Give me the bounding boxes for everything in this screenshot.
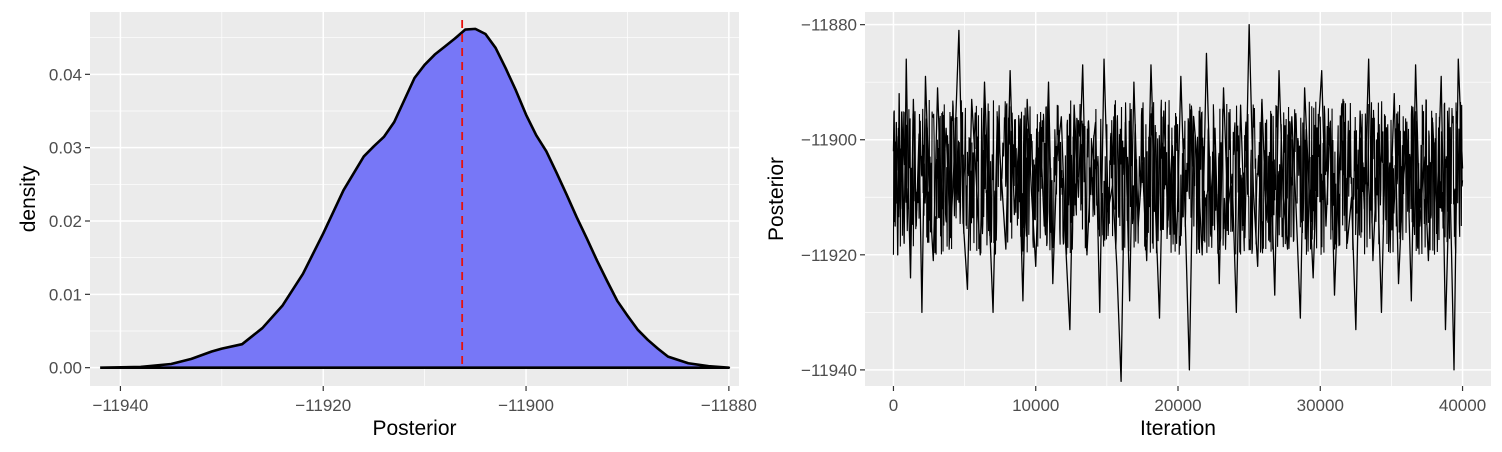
- x-tick-label: −11880: [701, 396, 757, 415]
- x-tick-label: −11900: [498, 396, 554, 415]
- trace-x-axis-title: Iteration: [1140, 417, 1216, 440]
- y-tick-label: −11920: [801, 246, 857, 265]
- y-tick-label: 0.03: [49, 139, 82, 158]
- x-tick-label: 30000: [1297, 396, 1344, 415]
- x-tick-label: −11940: [92, 396, 148, 415]
- y-tick-label: 0.04: [49, 65, 82, 84]
- y-tick-label: −11900: [801, 131, 857, 150]
- x-tick-label: 40000: [1439, 396, 1486, 415]
- y-tick-label: 0.02: [49, 212, 82, 231]
- density-chart: −11940 −11920 −11900 −11880 0.000.010.020.0…: [17, 12, 757, 440]
- y-tick-label: −11940: [801, 361, 857, 380]
- density-x-ticks: −11940 −11920 −11900 −11880: [92, 386, 757, 415]
- trace-x-ticks: 0 10000 20000 30000 40000: [889, 386, 1486, 415]
- x-tick-label: −11920: [295, 396, 351, 415]
- x-tick-label: 10000: [1012, 396, 1059, 415]
- density-y-axis-title: density: [17, 165, 40, 232]
- y-tick-label: −11880: [801, 16, 857, 35]
- density-x-axis-title: Posterior: [372, 417, 456, 440]
- trace-line: [892, 24, 1464, 383]
- trace-y-ticks: −11880 −11900 −11920 −11940: [801, 16, 865, 380]
- y-tick-label: 0.00: [49, 359, 82, 378]
- x-tick-label: 20000: [1154, 396, 1201, 415]
- trace-chart: 0 10000 20000 30000 40000 −11880 −11900 −11920…: [765, 12, 1491, 440]
- x-tick-label: 0: [889, 396, 898, 415]
- density-y-ticks: 0.00 0.01 0.02 0.03 0.04: [49, 65, 90, 378]
- density-curve: [100, 27, 731, 369]
- trace-y-axis-title: Posterior: [765, 157, 788, 241]
- y-tick-label: 0.01: [49, 285, 82, 304]
- density-area: [100, 28, 729, 368]
